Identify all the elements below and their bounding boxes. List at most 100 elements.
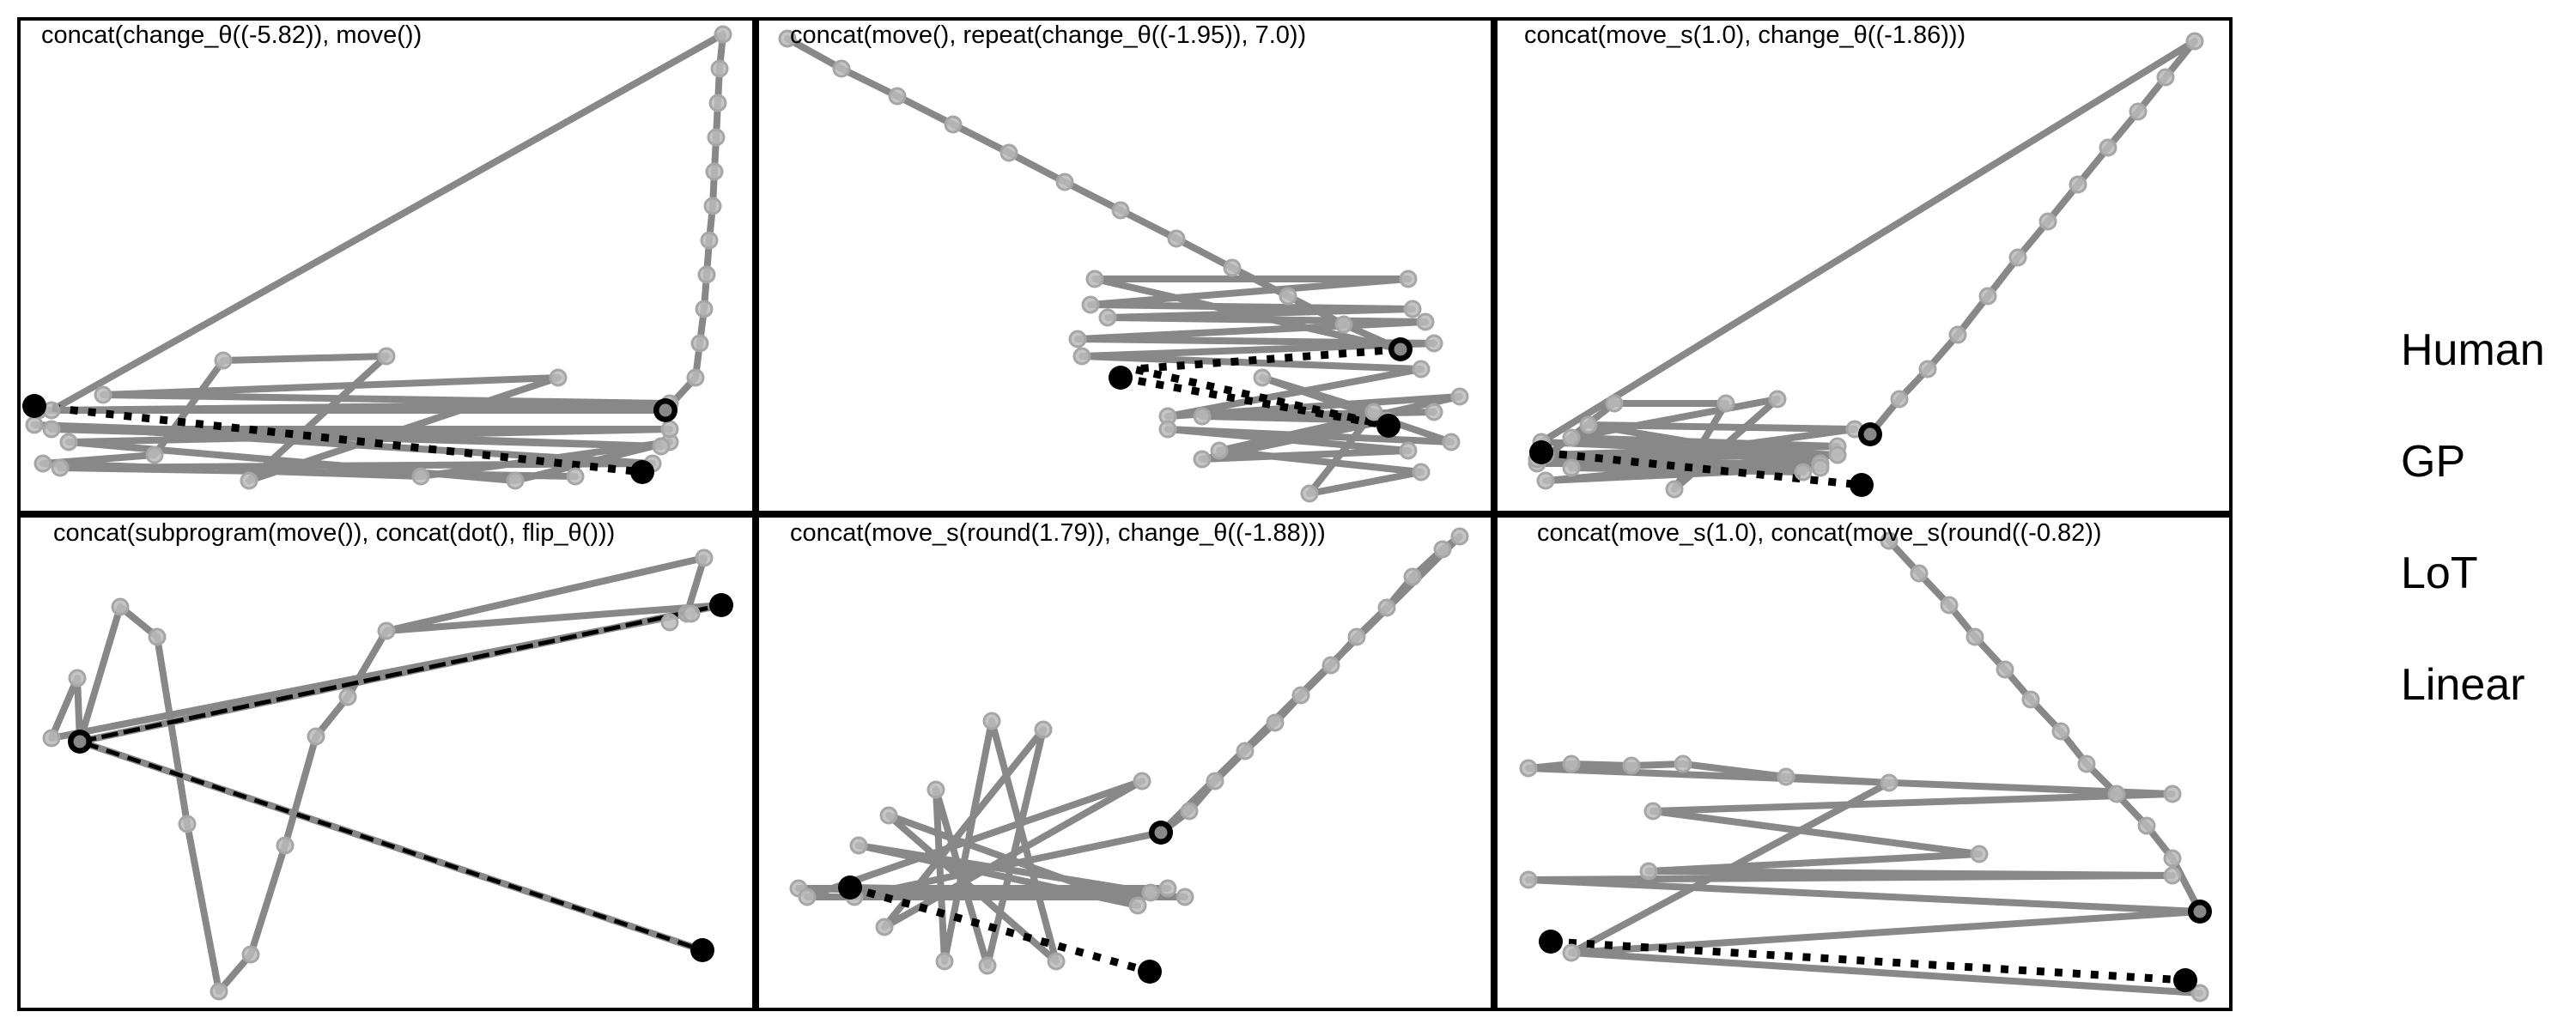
trajectory-point [25, 415, 44, 434]
trajectory-point [1579, 415, 1598, 434]
trajectory-point [1279, 287, 1297, 306]
trajectory-endpoint-core [2190, 902, 2209, 921]
trajectory-point [707, 128, 726, 147]
trajectory-point [1918, 360, 1937, 379]
trajectory-point [1128, 896, 1147, 915]
trajectory-endpoint [1529, 440, 1553, 464]
trajectory-point [935, 952, 954, 971]
trajectory-point [1425, 403, 1443, 421]
trajectory-point [1047, 952, 1066, 971]
trajectory-point [2137, 816, 2156, 835]
trajectory-point [178, 815, 197, 833]
trajectory-point [566, 467, 585, 486]
trajectory-point [1562, 943, 1581, 962]
trajectory-endpoint-core [70, 732, 89, 751]
trajectory-endpoint [22, 394, 46, 418]
panel-4-title: concat(subprogram(move()), concat(dot(),… [53, 519, 615, 547]
trajectory-point [1622, 756, 1641, 775]
trajectory-point [978, 956, 997, 975]
trajectory-point [42, 420, 61, 439]
panel-1-title: concat(change_θ((-5.82)), move()) [41, 21, 422, 49]
trajectory-point [1364, 403, 1383, 421]
trajectory-point [1223, 258, 1242, 277]
trajectory-endpoint [1850, 473, 1874, 497]
trajectory-point [832, 59, 851, 78]
target-trajectory [33, 402, 643, 476]
trajectory-point [682, 604, 701, 623]
trajectory-point [1940, 596, 1959, 615]
trajectory-point [710, 59, 729, 78]
trajectory-point [1081, 295, 1100, 314]
trajectory-point [2069, 175, 2087, 194]
trajectory-point [1403, 567, 1422, 586]
panel-2-title: concat(move(), repeat(change_θ((-1.95)),… [790, 21, 1306, 49]
trajectory-point [652, 437, 671, 456]
trajectory-point [1180, 802, 1199, 821]
trajectory-point [690, 334, 709, 353]
trajectory-point [778, 29, 797, 48]
trajectory-point [1403, 300, 1422, 318]
panel-4-drawing [42, 548, 733, 1001]
trajectory-point [1433, 540, 1452, 559]
trajectory-point [1605, 394, 1624, 413]
trajectory-point [1176, 888, 1194, 906]
panel-3-title: concat(move_s(1.0), change_θ((-1.86))) [1524, 21, 1965, 49]
trajectory-point [1377, 598, 1396, 617]
trajectory-point [94, 385, 112, 404]
trajectory-point [1300, 484, 1319, 503]
trajectory-point [1412, 360, 1431, 379]
trajectory-point [1639, 862, 1658, 881]
trajectory-point [2129, 102, 2148, 121]
trajectory-point [2099, 138, 2117, 157]
panel-5-title: concat(move_s(round(1.79)), change_θ((-1… [790, 519, 1326, 547]
legend-linear: Linear [2401, 660, 2525, 710]
trajectory-point [307, 727, 325, 746]
trajectory-point [1347, 627, 1366, 646]
trajectory-point [1794, 463, 1813, 482]
trajectory-endpoint [709, 593, 733, 617]
trajectory-point [1519, 759, 1538, 778]
trajectory-point [1519, 870, 1538, 889]
trajectory-endpoint [2173, 968, 2197, 992]
trajectory-point [2038, 212, 2057, 231]
trajectory-point [1811, 458, 1830, 477]
trajectory-point [660, 420, 679, 439]
trajectory-point [1450, 387, 1469, 406]
target-trajectory [1550, 937, 2186, 985]
legend-lot: LoT [2401, 548, 2478, 598]
trajectory-point [875, 918, 894, 936]
trajectory-point [1111, 201, 1130, 220]
legend-gp: GP [2401, 437, 2465, 487]
panel-3-drawing [1528, 32, 2204, 499]
trajectory-point [276, 836, 295, 855]
trajectory-point [1777, 767, 1795, 786]
target-trajectory [1120, 345, 1401, 430]
trajectory-point [1450, 527, 1469, 546]
legend-human: Human [2401, 325, 2545, 375]
trajectory-point [148, 627, 167, 646]
target-trajectory [71, 603, 722, 953]
trajectory-point [1978, 287, 1997, 306]
trajectory-point [697, 265, 716, 284]
trajectory-point [1034, 720, 1053, 739]
trajectory-point [695, 548, 714, 567]
trajectory-point [1828, 445, 1847, 464]
trajectory-point [2163, 785, 2182, 803]
trajectory-point [703, 197, 722, 215]
trajectory-endpoint [1138, 960, 1162, 984]
trajectory-endpoint [630, 460, 654, 484]
trajectory-point [241, 945, 260, 964]
trajectory-point [51, 458, 70, 477]
trajectory-point [1768, 390, 1787, 409]
trajectory-point [1055, 173, 1074, 191]
trajectory-point [111, 597, 130, 616]
trajectory-point [798, 888, 817, 906]
target-trajectory [848, 883, 1151, 976]
trajectory-point [411, 467, 430, 486]
trajectory-point [1158, 420, 1177, 439]
trajectory-endpoint-core [1391, 340, 1410, 359]
trajectory-point [42, 729, 61, 748]
trajectory-point [2008, 248, 2027, 267]
trajectory-point [2190, 984, 2209, 1003]
trajectory-point [68, 669, 87, 688]
